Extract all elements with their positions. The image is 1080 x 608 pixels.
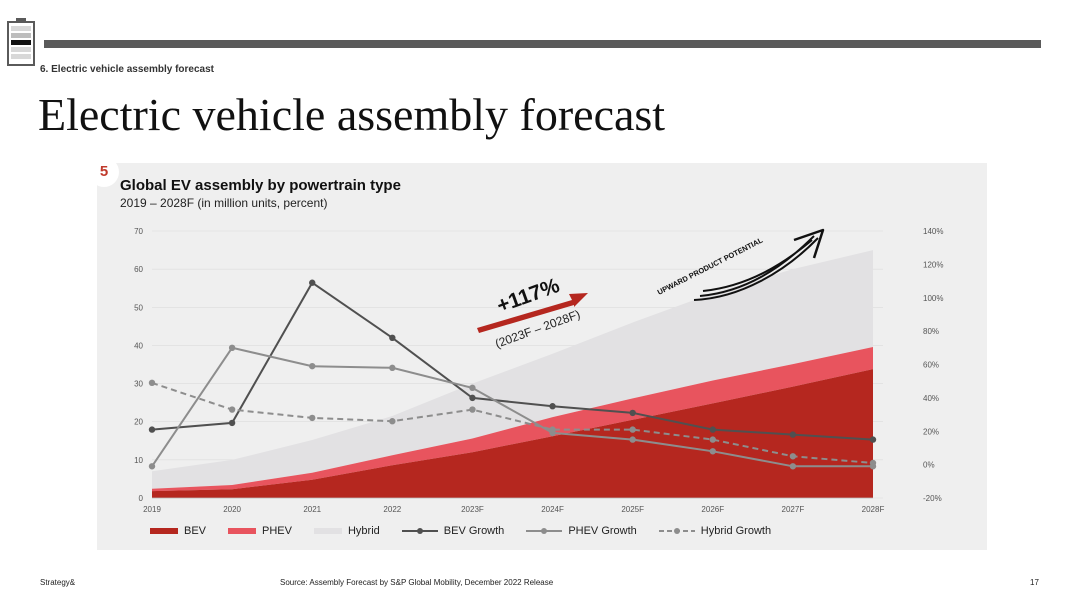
point-phev-growth — [309, 362, 316, 370]
section-label: 6. Electric vehicle assembly forecast — [40, 64, 214, 75]
legend-item-bev-growth: BEV Growth — [401, 525, 505, 537]
x-tick-label: 2026F — [701, 505, 724, 514]
legend-swatch-bev — [150, 528, 178, 534]
point-bev-growth — [629, 409, 636, 417]
chart-legend: BEV PHEV Hybrid BEV Growth PHEV Growth H… — [150, 525, 793, 537]
legend-swatch-phev — [228, 528, 257, 534]
y2-tick-label: 140% — [923, 227, 943, 236]
x-tick-label: 2021 — [303, 505, 321, 514]
y2-tick-label: 120% — [923, 260, 943, 269]
point-hybrid-growth — [148, 379, 156, 387]
point-hybrid-growth — [389, 418, 396, 425]
point-bev-growth — [789, 431, 797, 438]
x-tick-label: 2024F — [541, 505, 564, 514]
point-phev-growth — [389, 364, 396, 372]
top-bar — [44, 40, 1041, 48]
line-bev-growth — [151, 281, 874, 441]
line-hybrid-growth — [151, 381, 874, 464]
y2-tick-label: 0% — [923, 461, 935, 470]
x-tick-label: 2028F — [862, 505, 885, 514]
legend-swatch-phev-growth — [526, 528, 563, 534]
x-tick-label: 2022 — [383, 505, 401, 514]
point-bev-growth — [389, 334, 396, 341]
y-tick-label: 60 — [134, 265, 143, 274]
point-bev-growth — [309, 279, 316, 286]
point-bev-growth — [228, 419, 236, 427]
y-tick-label: 0 — [139, 494, 144, 503]
area-bev — [152, 369, 873, 498]
area-hybrid — [152, 250, 873, 489]
chart-number-badge: 5 — [89, 157, 119, 187]
point-bev-growth — [148, 426, 156, 433]
legend-item-phev-growth: PHEV Growth — [526, 525, 637, 537]
legend-label-hybrid: Hybrid — [347, 525, 380, 537]
legend-label-bev-growth: BEV Growth — [443, 525, 505, 537]
point-phev-growth — [709, 448, 716, 455]
point-bev-growth — [549, 403, 556, 410]
battery-icon — [7, 18, 35, 66]
point-hybrid-growth — [228, 406, 236, 413]
y-tick-label: 30 — [134, 380, 143, 389]
point-hybrid-growth — [629, 426, 636, 433]
legend-label-bev: BEV — [184, 525, 207, 537]
y2-tick-label: 80% — [923, 327, 939, 336]
growth-arrow — [477, 293, 588, 333]
point-hybrid-growth — [789, 453, 797, 460]
point-hybrid-growth — [709, 436, 716, 443]
x-tick-label: 2027F — [782, 505, 805, 514]
legend-item-phev: PHEV — [228, 525, 292, 537]
x-tick-label: 2019 — [143, 505, 161, 514]
footer-brand: Strategy& — [40, 578, 76, 587]
chart-subtitle: 2019 – 2028F (in million units, percent) — [120, 196, 328, 210]
y-tick-label: 40 — [134, 341, 143, 350]
legend-label-phev: PHEV — [262, 525, 292, 537]
y2-tick-label: 100% — [923, 294, 943, 303]
y-tick-label: 50 — [134, 303, 143, 312]
point-hybrid-growth — [469, 406, 476, 413]
point-hybrid-growth — [869, 459, 877, 467]
y2-tick-label: 40% — [923, 394, 939, 403]
page-title: Electric vehicle assembly forecast — [38, 89, 666, 140]
point-bev-growth — [469, 394, 476, 402]
footer-source: Source: Assembly Forecast by S&P Global … — [280, 578, 554, 587]
legend-item-hybrid-growth: Hybrid Growth — [658, 525, 772, 537]
y-tick-label: 20 — [134, 418, 143, 427]
point-hybrid-growth — [549, 426, 556, 433]
point-hybrid-growth — [309, 414, 316, 422]
point-phev-growth — [469, 384, 476, 392]
legend-item-bev: BEV — [150, 525, 206, 537]
legend-swatch-hybrid-growth — [658, 528, 695, 534]
point-bev-growth — [709, 426, 716, 433]
point-phev-growth — [228, 344, 236, 352]
page-number: 17 — [1030, 578, 1039, 587]
x-tick-label: 2023F — [461, 505, 484, 514]
y-tick-label: 70 — [134, 227, 143, 236]
upward-scribble-arrow — [693, 235, 819, 301]
y2-tick-label: 60% — [923, 361, 939, 370]
chart-title: Global EV assembly by powertrain type — [120, 177, 401, 194]
point-bev-growth — [869, 436, 877, 443]
y2-tick-label: 20% — [923, 427, 939, 436]
y-tick-label: 10 — [134, 456, 143, 465]
point-phev-growth — [148, 463, 156, 470]
legend-label-hybrid-growth: Hybrid Growth — [700, 525, 772, 537]
line-phev-growth — [151, 346, 873, 468]
x-tick-label: 2020 — [223, 505, 241, 514]
upward-arrowhead — [793, 228, 825, 259]
y2-tick-label: -20% — [923, 494, 942, 503]
legend-label-phev-growth: PHEV Growth — [568, 525, 637, 537]
point-phev-growth — [789, 463, 797, 470]
legend-swatch-bev-growth — [401, 528, 438, 534]
legend-item-hybrid: Hybrid — [313, 525, 380, 537]
legend-swatch-hybrid — [313, 528, 342, 534]
x-tick-label: 2025F — [621, 505, 644, 514]
point-phev-growth — [629, 436, 636, 443]
